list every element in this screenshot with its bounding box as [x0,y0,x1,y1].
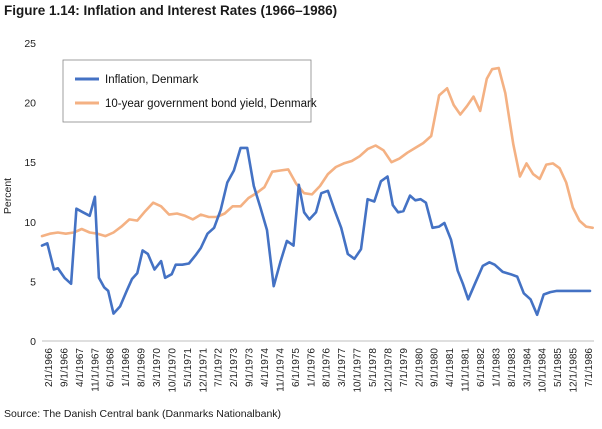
y-tick-label: 5 [30,276,36,288]
y-tick-label: 15 [24,157,36,169]
x-tick-label: 4/1/1967 [75,348,86,387]
x-tick-label: 11/1/1967 [90,348,101,392]
x-tick-label: 9/1/1966 [59,348,70,387]
x-tick-label: 7/1/1979 [399,348,410,387]
legend: Inflation, Denmark 10-year government bo… [62,59,317,123]
x-tick-label: 8/1/1976 [322,348,333,387]
x-tick-label: 8/1/1969 [137,348,148,387]
x-tick-label: 12/1/1978 [383,348,394,393]
legend-box [62,59,312,123]
x-tick-label: 2/1/1980 [414,348,425,387]
x-tick-label: 4/1/1981 [445,348,456,387]
x-tick-label: 12/1/1971 [198,348,209,393]
x-tick-label: 1/1/1969 [121,348,132,387]
y-axis-title: Percent [2,178,14,214]
x-tick-label: 2/1/1973 [229,348,240,387]
x-tick-label: 5/1/1985 [553,348,564,387]
x-tick-label: 3/1/1977 [337,348,348,387]
legend-label-bond-yield: 10-year government bond yield, Denmark [105,98,317,110]
x-tick-label: 6/1/1982 [476,348,487,387]
x-tick-label: 10/1/1977 [353,348,364,393]
x-tick-label: 3/1/1970 [152,348,163,387]
x-tick-label: 11/1/1974 [275,348,286,392]
x-tick-label: 9/1/1980 [430,348,441,387]
x-tick-label: 7/1/1986 [584,348,595,387]
x-tick-label: 3/1/1984 [522,348,533,387]
x-tick-label: 10/1/1970 [167,348,178,393]
y-tick-label: 25 [24,38,36,50]
series-line-10-year-government-bond-yield-denmark [40,66,595,238]
x-tick-label: 7/1/1972 [214,348,225,387]
x-tick-label: 4/1/1974 [260,348,271,387]
legend-label-inflation: Inflation, Denmark [105,74,199,86]
x-axis: 2/1/1966 9/1/1966 4/1/1967 11/1/1967 6/1/196… [42,340,595,393]
x-tick-label: 12/1/1985 [569,348,580,393]
x-tick-label: 10/1/1984 [538,348,549,393]
x-tick-label: 6/1/1968 [106,348,117,387]
x-tick-label: 9/1/1973 [245,348,256,387]
x-tick-label: 8/1/1983 [507,348,518,387]
x-tick-label: 2/1/1966 [44,348,55,387]
y-axis: 0 5 10 15 20 25 [24,38,36,348]
x-tick-label: 1/1/1983 [491,348,502,387]
figure-title: Figure 1.14: Inflation and Interest Rate… [4,3,338,18]
y-tick-label: 0 [30,336,36,348]
series-layer [40,66,595,317]
series-line-inflation-denmark [40,146,592,317]
y-tick-label: 10 [24,217,36,229]
x-tick-label: 11/1/1981 [461,348,472,392]
x-tick-label: 1/1/1976 [306,348,317,387]
y-tick-label: 20 [24,98,36,110]
source-note: Source: The Danish Central bank (Danmark… [4,408,282,420]
x-tick-label: 5/1/1978 [368,348,379,387]
x-tick-label: 6/1/1975 [291,348,302,387]
x-tick-label: 5/1/1971 [183,348,194,387]
